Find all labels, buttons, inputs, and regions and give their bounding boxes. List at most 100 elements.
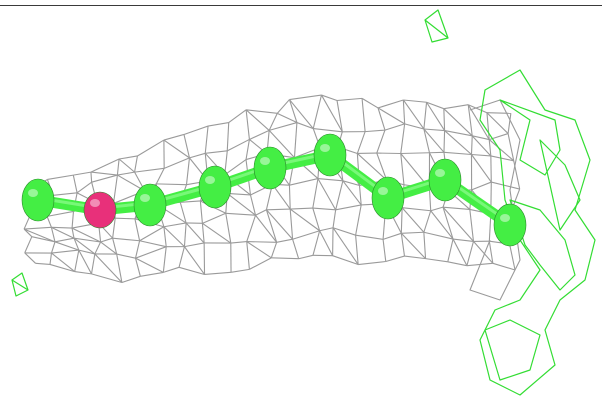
mesh-edge [486,112,511,114]
mesh-edge [49,252,53,265]
mesh-edge [183,125,209,135]
mesh-edge [139,226,165,242]
mesh-edge [271,257,299,260]
mesh-edge [312,94,323,129]
mesh-edge [335,204,362,211]
mesh-edge [472,135,490,141]
mesh-edge [199,200,203,224]
mesh-edge [163,226,185,248]
mesh-edge [72,175,78,193]
mesh-edge [35,262,51,265]
mesh-edge [312,207,336,211]
difference-mesh-cell [484,319,541,381]
mesh-edge [471,181,492,191]
mesh-edge [423,232,427,259]
carbon-atom [198,165,232,209]
mesh-edge [24,226,52,230]
mesh-edge [355,234,384,240]
mesh-edge [376,152,388,181]
mesh-edge [444,130,472,155]
mesh-edge [90,171,118,176]
mesh-edge [179,202,187,224]
mesh-edge [31,236,56,243]
mesh-edge [400,153,405,185]
mesh-edge [292,230,320,240]
mesh-edge [401,231,424,234]
mesh-edge [358,185,362,205]
mesh-edge [245,139,250,160]
mesh-edge [163,266,180,273]
mesh-edge [163,226,167,247]
top-border-line [0,5,602,6]
mesh-edge [401,207,425,233]
carbon-atom [21,178,55,222]
mesh-edge [442,206,470,210]
mesh-edge [139,240,167,248]
mesh-edge [312,178,319,209]
mesh-edge [246,241,250,270]
mesh-edge [423,102,428,130]
mesh-edge [23,228,33,238]
mesh-edge [466,241,475,266]
mesh-edge [402,99,425,130]
mesh-edge [320,94,343,133]
mesh-edge [140,271,164,277]
mesh-edge [356,131,366,154]
mesh-edge [47,174,74,180]
mesh-edge [74,249,80,272]
mesh-edge [289,208,294,240]
atom-shine [205,176,215,184]
mesh-edge [94,253,123,283]
mesh-edge [447,238,454,262]
mesh-edge [400,123,406,154]
difference-mesh-cell [424,19,449,39]
atom-shine [140,194,150,202]
mesh-edge [162,246,167,273]
mesh-edge [423,128,445,132]
mesh-edge [289,208,320,232]
mesh-edge [202,212,226,224]
mesh-edge [246,241,277,243]
mesh-edge [134,258,141,277]
mesh-edge [46,210,74,217]
mesh-edge [155,168,165,185]
difference-mesh-cell [11,279,29,291]
mesh-edge [183,222,187,247]
mesh-edge [268,113,278,131]
mesh-edge [118,158,135,173]
mesh-edge [266,209,293,240]
mesh-edge [53,192,78,196]
mesh-edge [270,242,278,259]
carbon-atom [428,158,462,202]
mesh-edge [488,139,492,157]
mesh-edge [382,239,387,262]
carbon-atom [133,183,167,227]
mesh-edge [332,227,359,265]
mesh-edge [73,238,80,251]
mesh-edge [486,112,490,140]
mesh-edge [467,104,473,136]
mesh-edge [51,249,79,254]
mesh-edge [201,223,205,244]
ligand-atoms [21,133,527,247]
mesh-edge [355,204,362,236]
mesh-edge [246,215,257,242]
mesh-edge [509,243,516,271]
mesh-edge [276,238,293,243]
mesh-edge [428,188,432,211]
mesh-edge [473,241,494,264]
atom-shine [320,144,330,152]
mesh-edge [377,107,405,125]
mesh-edge [204,125,209,154]
mesh-edge [426,101,445,110]
mesh-edge [163,157,190,169]
mesh-edge [423,231,454,240]
mesh-edge [249,194,257,216]
mesh-edge [134,167,165,173]
mesh-edge [365,129,386,133]
mesh-edge [90,158,120,173]
mesh-edge [100,241,118,255]
mesh-edge [492,262,516,271]
mesh-edge [332,227,356,236]
